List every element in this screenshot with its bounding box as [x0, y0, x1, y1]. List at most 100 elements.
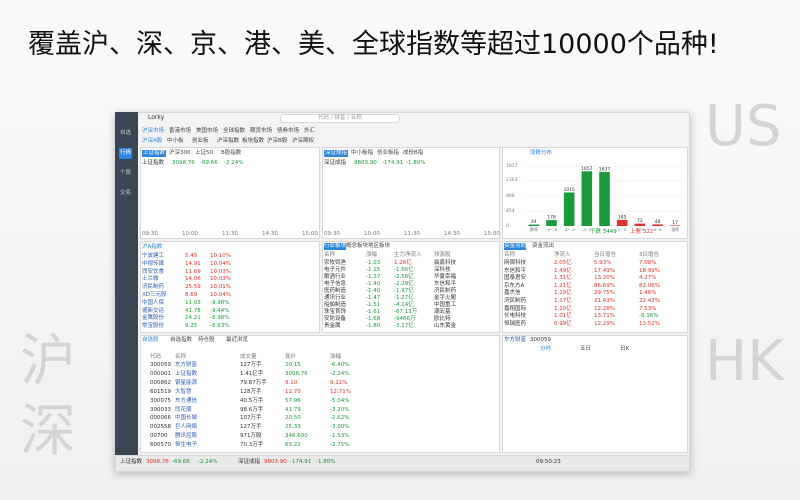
money-value: 5.93% [594, 260, 612, 266]
price: 41.79 [285, 406, 301, 413]
code: 300075 [150, 397, 171, 404]
stock-name: 常宝股份 [142, 323, 165, 330]
pct: 9.11% [330, 379, 348, 386]
sidebar-item[interactable]: 交易 [120, 190, 132, 196]
sector-leader: 欧比特 [434, 316, 451, 322]
time-label: 09:30 [142, 231, 158, 237]
market-tab[interactable]: 债券市场 [277, 128, 300, 134]
market-tab[interactable]: 期货市场 [250, 128, 273, 134]
gainers-panel [140, 241, 320, 333]
stock-name: 济民制药 [142, 284, 165, 291]
stock-chart-panel [502, 335, 688, 453]
table-header: 涨幅 [330, 354, 342, 360]
value-label: 1657 [581, 166, 593, 172]
sub-tab[interactable]: 中小板 [167, 138, 184, 144]
headline: 覆盖沪、深、京、港、美、全球指数等超过10000个品种! [28, 29, 719, 60]
money-value: 18.99% [639, 267, 660, 274]
value-label: 1015 [563, 187, 575, 193]
sub-tab[interactable]: 沪深期权 [292, 138, 315, 144]
sector-leader: 山东黄金 [434, 323, 457, 329]
chart-tab[interactable]: 分时 [540, 346, 552, 352]
pct: 10.04% [210, 260, 231, 267]
table-tab[interactable]: 自选股 [142, 337, 159, 343]
market-tab[interactable]: 外汇 [304, 128, 316, 134]
money-value: 86.69% [594, 282, 615, 289]
sector-tab[interactable]: 地区板块 [368, 243, 391, 249]
index-tab[interactable]: 上证指数 [142, 150, 167, 157]
sub-tab[interactable]: 沪深指数 [217, 138, 240, 144]
money-value: 7.08% [639, 260, 657, 266]
chart-tab[interactable]: 五日 [580, 346, 592, 352]
table-header: 现价 [285, 354, 297, 360]
table-tab[interactable]: 自选指数 [170, 337, 193, 343]
bar [652, 224, 663, 226]
stock-name: 恒生电子 [175, 442, 198, 449]
stock-name: 嘉杰信 [504, 290, 521, 297]
y-tick-label: 0 [506, 223, 509, 229]
sidebar-item[interactable]: 自选 [120, 130, 132, 136]
legend-item: 下跌 3449 [590, 229, 617, 235]
search-box[interactable] [280, 114, 400, 123]
stock-name: 东方通信 [175, 397, 198, 404]
market-tab[interactable]: 全球指数 [223, 128, 246, 134]
stock-name: 东信和平 [504, 267, 527, 274]
code: 600570 [150, 442, 171, 449]
y-tick-label: 1363 [506, 178, 518, 184]
pct: -5.04% [330, 397, 350, 404]
money-tab[interactable]: 资金流出 [532, 243, 555, 249]
money-tab[interactable]: 资金流向 [504, 243, 527, 250]
market-tab[interactable]: 沪深市场 [142, 128, 165, 134]
index-tab[interactable]: 沪深300 [169, 150, 191, 156]
money-value: 1.01亿 [554, 313, 572, 320]
index-change: -69.66 [200, 160, 218, 166]
sub-tab[interactable]: 板块指数 [242, 138, 265, 144]
value-label: 72 [637, 218, 643, 224]
sub-tab[interactable]: 沪深B股 [267, 138, 288, 144]
index-name: 上证指数 [142, 160, 165, 166]
index-tab[interactable]: 创业板指 [377, 150, 400, 156]
sidebar-item[interactable]: 行情 [119, 148, 133, 159]
stock-name: 士兰微 [142, 276, 159, 283]
bar [634, 223, 646, 226]
status-item: 3098.76 [146, 459, 169, 465]
y-tick-label: 908 [506, 193, 515, 199]
sector-name: 农牧饲渔 [324, 260, 347, 266]
table-tab[interactable]: 持仓股 [198, 337, 215, 343]
table-tab[interactable]: 最近浏览 [226, 337, 249, 343]
money-value: 13.52% [639, 320, 660, 327]
sidebar-item[interactable]: 个股 [120, 170, 132, 176]
status-item: -69.66 [172, 459, 190, 465]
sector-flow: -1.27亿 [394, 295, 414, 301]
x-tick-label: 涨停 [671, 227, 679, 232]
money-value: 22.43% [639, 298, 660, 304]
pct: -2.24% [330, 370, 350, 377]
market-tab[interactable]: 美国市场 [196, 128, 219, 134]
index-tab[interactable]: 成份B指 [403, 150, 424, 156]
sub-tab[interactable]: 沪深A股 [142, 138, 163, 144]
chart-title[interactable]: 涨跌分布 [530, 150, 553, 156]
pct: -8.63% [210, 323, 230, 330]
money-value: 12.28% [594, 305, 615, 312]
sector-tab[interactable]: 概念板块 [346, 243, 369, 249]
stock-name: 腾讯控股 [175, 433, 198, 440]
index-tab[interactable]: B股指数 [221, 150, 242, 156]
volume: 1.41亿手 [240, 370, 264, 377]
index-tab[interactable]: 上证50 [195, 150, 213, 156]
sub-tab[interactable]: 创业板 [192, 138, 209, 144]
price: 9.10 [285, 379, 298, 386]
stock-name: 巨人网络 [175, 424, 198, 431]
index-tab[interactable]: 中小板指 [351, 150, 374, 156]
window-title: Lorky [148, 114, 165, 121]
market-tab[interactable]: 香港市场 [169, 128, 192, 134]
stock-name: 大智慧 [175, 388, 192, 395]
table-header: 3日增仓 [639, 252, 659, 258]
sector-tab[interactable]: 行业板块 [324, 243, 347, 250]
sector-flow: -9466万 [394, 316, 416, 322]
price: 57.96 [285, 397, 301, 404]
pct: -1.53% [330, 433, 350, 440]
index-tab[interactable]: 深证成指 [324, 150, 349, 157]
index-panel [322, 147, 500, 239]
chart-tab[interactable]: 日K [620, 346, 630, 352]
time-label: 14:30 [444, 231, 460, 237]
sector-name: 通讯行业 [324, 295, 347, 301]
